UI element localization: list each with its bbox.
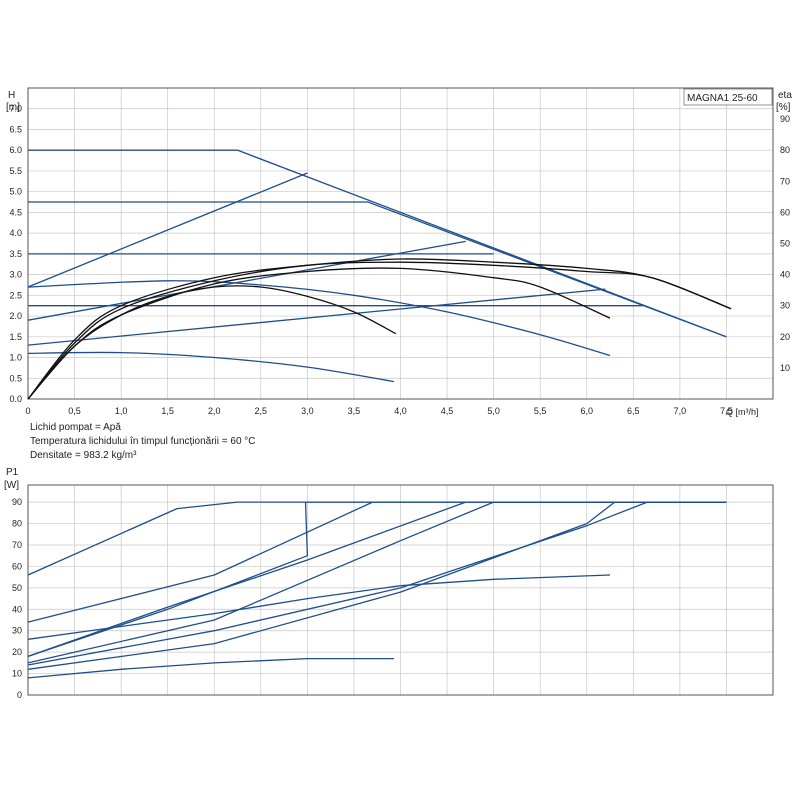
head-curve xyxy=(27,172,308,288)
y-tick-label: 3.0 xyxy=(9,270,22,280)
power-curve xyxy=(27,501,727,666)
x-tick-label: 2,0 xyxy=(208,406,221,416)
x-tick-label: 7,5 xyxy=(720,406,733,416)
y-tick-label: 5.5 xyxy=(9,166,22,176)
eta-axis-label-symbol: eta xyxy=(778,90,792,101)
eta-tick-label: 50 xyxy=(780,239,790,249)
efficiency-curve xyxy=(27,261,732,400)
power-curve xyxy=(27,501,727,576)
x-tick-label: 4,0 xyxy=(394,406,407,416)
x-tick-label: 3,5 xyxy=(348,406,361,416)
chart-title: MAGNA1 25-60 xyxy=(687,93,758,104)
power-chart-grid xyxy=(27,485,774,696)
power-tick-label: 30 xyxy=(12,626,22,636)
eta-tick-label: 10 xyxy=(780,363,790,373)
eta-tick-label: 80 xyxy=(780,145,790,155)
y-tick-label: 3.5 xyxy=(9,249,22,259)
y-tick-label: 1.5 xyxy=(9,332,22,342)
y-tick-label: 0.5 xyxy=(9,373,22,383)
head-chart-x-ticks: 0 0,5 1,0 1,5 2,0 2,5 3,0 3,5 4,0 4,5 5,0 5,5 6,0 6,5… xyxy=(25,406,732,416)
head-efficiency-chart: 0 0,5 1,0 1,5 2,0 2,5 3,0 3,5 4,0 4,5 5,0 5,5 6,0 6,5… xyxy=(6,87,792,461)
annotation-fluid: Lichid pompat = Apă xyxy=(30,422,121,433)
head-axis-label-unit: [m] xyxy=(6,102,20,113)
x-tick-label: 7,0 xyxy=(674,406,687,416)
power-axis-label-symbol: P1 xyxy=(6,467,19,478)
power-chart: 0 10 20 30 40 50 60 70 80 90 P1 [W] xyxy=(4,467,774,700)
head-curve xyxy=(28,201,727,338)
eta-tick-label: 70 xyxy=(780,176,790,186)
x-axis-label: Q [m³/h] xyxy=(726,407,759,417)
y-tick-label: 2.5 xyxy=(9,290,22,300)
power-curve xyxy=(27,501,727,664)
head-curve xyxy=(28,149,727,338)
head-curve xyxy=(27,288,606,346)
head-chart-frame xyxy=(27,87,774,400)
power-curves xyxy=(27,501,727,679)
annotation-density: Densitate = 983.2 kg/m³ xyxy=(30,450,137,461)
power-tick-label: 70 xyxy=(12,540,22,550)
y-tick-label: 7.0 xyxy=(9,104,22,114)
eta-tick-label: 90 xyxy=(780,114,790,124)
x-tick-label: 0,5 xyxy=(68,406,81,416)
eta-axis-label-unit: [%] xyxy=(776,102,791,113)
efficiency-curves xyxy=(27,258,732,400)
y-tick-label: 6.5 xyxy=(9,124,22,134)
power-curve xyxy=(27,657,394,679)
power-chart-frame xyxy=(27,484,774,696)
power-tick-label: 10 xyxy=(12,669,22,679)
efficiency-curve xyxy=(27,258,732,400)
y-tick-label: 0.0 xyxy=(9,394,22,404)
annotation-temperature: Temperatura lichidului în timpul funcțio… xyxy=(30,436,256,447)
x-tick-label: 0 xyxy=(25,406,30,416)
power-curve xyxy=(27,501,727,670)
x-tick-label: 1,5 xyxy=(161,406,174,416)
power-tick-label: 90 xyxy=(12,497,22,507)
eta-tick-label: 30 xyxy=(780,301,790,311)
head-chart-y2-ticks: 10 20 30 40 50 60 70 80 90 xyxy=(780,114,790,373)
power-axis-label-unit: [W] xyxy=(4,480,19,491)
head-axis-label-symbol: H xyxy=(8,90,15,101)
y-tick-label: 4.5 xyxy=(9,207,22,217)
power-tick-label: 80 xyxy=(12,519,22,529)
power-curve xyxy=(27,574,611,640)
head-curve xyxy=(27,351,395,383)
x-tick-label: 5,0 xyxy=(487,406,500,416)
x-tick-label: 6,5 xyxy=(627,406,640,416)
head-curve xyxy=(27,280,611,357)
power-tick-label: 20 xyxy=(12,647,22,657)
power-chart-y-ticks: 0 10 20 30 40 50 60 70 80 90 xyxy=(12,497,22,700)
y-tick-label: 1.0 xyxy=(9,353,22,363)
power-tick-label: 0 xyxy=(17,690,22,700)
x-tick-label: 5,5 xyxy=(534,406,547,416)
power-curve xyxy=(27,501,727,623)
y-tick-label: 2.0 xyxy=(9,311,22,321)
x-tick-label: 6,0 xyxy=(580,406,593,416)
head-chart-grid xyxy=(27,88,774,400)
head-chart-y-ticks: 0.0 0.5 1.0 1.5 2.0 2.5 3.0 3.5 4.0 4.5 5.0 5.5 6.0 6… xyxy=(9,104,22,404)
power-curve xyxy=(27,501,727,658)
y-tick-label: 5.0 xyxy=(9,187,22,197)
eta-tick-label: 20 xyxy=(780,332,790,342)
y-tick-label: 4.0 xyxy=(9,228,22,238)
head-curve xyxy=(27,240,466,321)
x-tick-label: 2,5 xyxy=(255,406,268,416)
efficiency-curve xyxy=(27,285,397,400)
model-label-box xyxy=(683,88,773,106)
eta-tick-label: 60 xyxy=(780,207,790,217)
head-curves xyxy=(27,149,727,383)
x-tick-label: 3,0 xyxy=(301,406,314,416)
eta-tick-label: 40 xyxy=(780,270,790,280)
y-tick-label: 6.0 xyxy=(9,145,22,155)
x-tick-label: 4,5 xyxy=(441,406,454,416)
x-tick-label: 1,0 xyxy=(115,406,128,416)
power-curve xyxy=(27,501,727,658)
power-tick-label: 40 xyxy=(12,604,22,614)
efficiency-curve xyxy=(27,267,611,400)
power-tick-label: 50 xyxy=(12,583,22,593)
power-tick-label: 60 xyxy=(12,561,22,571)
